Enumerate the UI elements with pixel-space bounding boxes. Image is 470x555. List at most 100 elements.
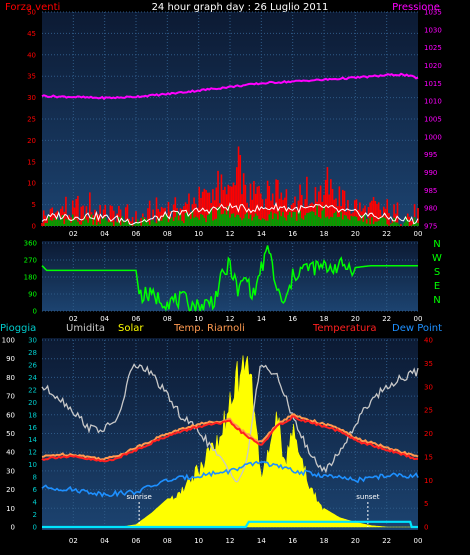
temperature-x-tick: 10 <box>194 537 203 545</box>
wind-y-tick: 45 <box>27 30 36 38</box>
wind-direction-line <box>41 245 418 312</box>
pressure-y-tick: 1010 <box>424 98 442 106</box>
humidity-y-tick: 80 <box>6 374 15 382</box>
temperature-x-tick: 06 <box>132 537 141 545</box>
pressure-y-tick: 985 <box>424 187 437 195</box>
chart-title: 24 hour graph day : 26 Luglio 2011 <box>152 2 329 13</box>
compass-label: N <box>433 295 440 306</box>
rain-y-tick: 16 <box>28 424 37 432</box>
rain-y-tick: 0 <box>33 524 37 532</box>
pressure-y-tick: 1015 <box>424 80 442 88</box>
wind-y-tick: 40 <box>27 51 36 59</box>
direction-x-tick: 06 <box>132 315 141 323</box>
temperature-x-tick: 08 <box>163 537 172 545</box>
rain-y-tick: 20 <box>28 399 37 407</box>
direction-y-tick: 0 <box>33 308 37 316</box>
compass-label: E <box>434 281 440 292</box>
rain-y-tick: 22 <box>28 386 37 394</box>
wind-x-tick: 02 <box>69 230 78 238</box>
direction-x-tick: 12 <box>226 315 235 323</box>
temperature-x-tick: 18 <box>320 537 329 545</box>
humidity-y-tick: 90 <box>6 355 15 363</box>
sunset-label: sunset <box>356 493 379 501</box>
direction-y-tick: 270 <box>24 257 37 265</box>
temperature-y-tick: 10 <box>424 477 433 485</box>
legend-dew-point: Dew Point <box>392 323 442 334</box>
wind-y-tick: 50 <box>27 9 36 17</box>
temperature-y-tick: 20 <box>424 430 433 438</box>
rain-y-tick: 2 <box>33 511 37 519</box>
temperature-x-tick: 02 <box>69 537 78 545</box>
legend: Pioggia Umidita Solar Temp. Riarnoli Tem… <box>0 323 442 334</box>
compass-label: N <box>433 239 440 250</box>
humidity-y-tick: 100 <box>2 337 15 345</box>
rain-y-tick: 26 <box>28 361 37 369</box>
humidity-y-tick: 60 <box>6 411 15 419</box>
pressure-y-tick: 1035 <box>424 9 442 17</box>
legend-solar: Solar <box>118 323 144 334</box>
humidity-y-tick: 40 <box>6 449 15 457</box>
direction-x-tick: 20 <box>351 315 360 323</box>
temperature-line <box>41 415 419 463</box>
wind-y-tick: 10 <box>27 180 36 188</box>
rain-y-tick: 30 <box>28 337 37 345</box>
compass-label: W <box>432 253 442 264</box>
pressure-y-tick: 1030 <box>424 26 442 34</box>
humidity-y-tick: 30 <box>6 467 15 475</box>
direction-y-tick: 90 <box>28 291 37 299</box>
direction-x-tick: 22 <box>382 315 391 323</box>
temperature-y-tick: 25 <box>424 407 433 415</box>
wind-x-tick: 20 <box>351 230 360 238</box>
wind-x-tick: 10 <box>194 230 203 238</box>
pressure-y-tick: 1005 <box>424 116 442 124</box>
wind-y-tick: 20 <box>27 137 36 145</box>
pressure-line <box>41 72 419 101</box>
pressure-y-tick: 975 <box>424 223 437 231</box>
rain-y-tick: 28 <box>28 349 37 357</box>
temperature-y-tick: 30 <box>424 383 433 391</box>
direction-y-tick: 180 <box>24 274 37 282</box>
wind-x-tick: 16 <box>288 230 297 238</box>
pressure-y-tick: 1000 <box>424 133 442 141</box>
rain-y-tick: 18 <box>28 411 37 419</box>
wind-axis-label: Forza venti <box>5 2 60 13</box>
sunrise-label: sunrise <box>126 493 151 501</box>
temperature-x-tick: 04 <box>100 537 109 545</box>
legend-umidita: Umidita <box>66 323 105 334</box>
wind-x-tick: 18 <box>320 230 329 238</box>
direction-x-tick: 14 <box>257 315 266 323</box>
humidity-y-tick: 10 <box>6 505 15 513</box>
rain-y-tick: 4 <box>33 499 38 507</box>
direction-x-tick: 04 <box>100 315 109 323</box>
wind-average-line <box>41 202 419 226</box>
wind-x-tick: 06 <box>132 230 141 238</box>
direction-x-tick: 08 <box>163 315 172 323</box>
pressure-y-tick: 990 <box>424 169 437 177</box>
wind-y-tick: 35 <box>27 73 36 81</box>
wind-y-tick: 25 <box>27 116 36 124</box>
legend-temperatura: Temperatura <box>312 323 377 334</box>
humidity-y-tick: 70 <box>6 393 15 401</box>
direction-x-tick: 02 <box>69 315 78 323</box>
rain-y-tick: 8 <box>33 474 37 482</box>
wind-x-tick: 14 <box>257 230 266 238</box>
legend-temp-riarnoli: Temp. Riarnoli <box>173 323 245 334</box>
pressure-y-tick: 995 <box>424 151 437 159</box>
wind-x-tick: 12 <box>226 230 235 238</box>
pressure-y-tick: 1025 <box>424 44 442 52</box>
humidity-y-tick: 20 <box>6 486 15 494</box>
pressure-y-tick: 1020 <box>424 62 442 70</box>
compass-label: S <box>434 267 440 278</box>
rain-y-tick: 14 <box>28 436 37 444</box>
rain-y-tick: 12 <box>28 449 37 457</box>
pressure-axis-label: Pressione <box>392 2 440 13</box>
wind-x-tick: 08 <box>163 230 172 238</box>
temperature-x-tick: 20 <box>351 537 360 545</box>
rain-y-tick: 10 <box>28 461 37 469</box>
wind-y-tick: 30 <box>27 94 36 102</box>
wind-x-tick: 22 <box>382 230 391 238</box>
